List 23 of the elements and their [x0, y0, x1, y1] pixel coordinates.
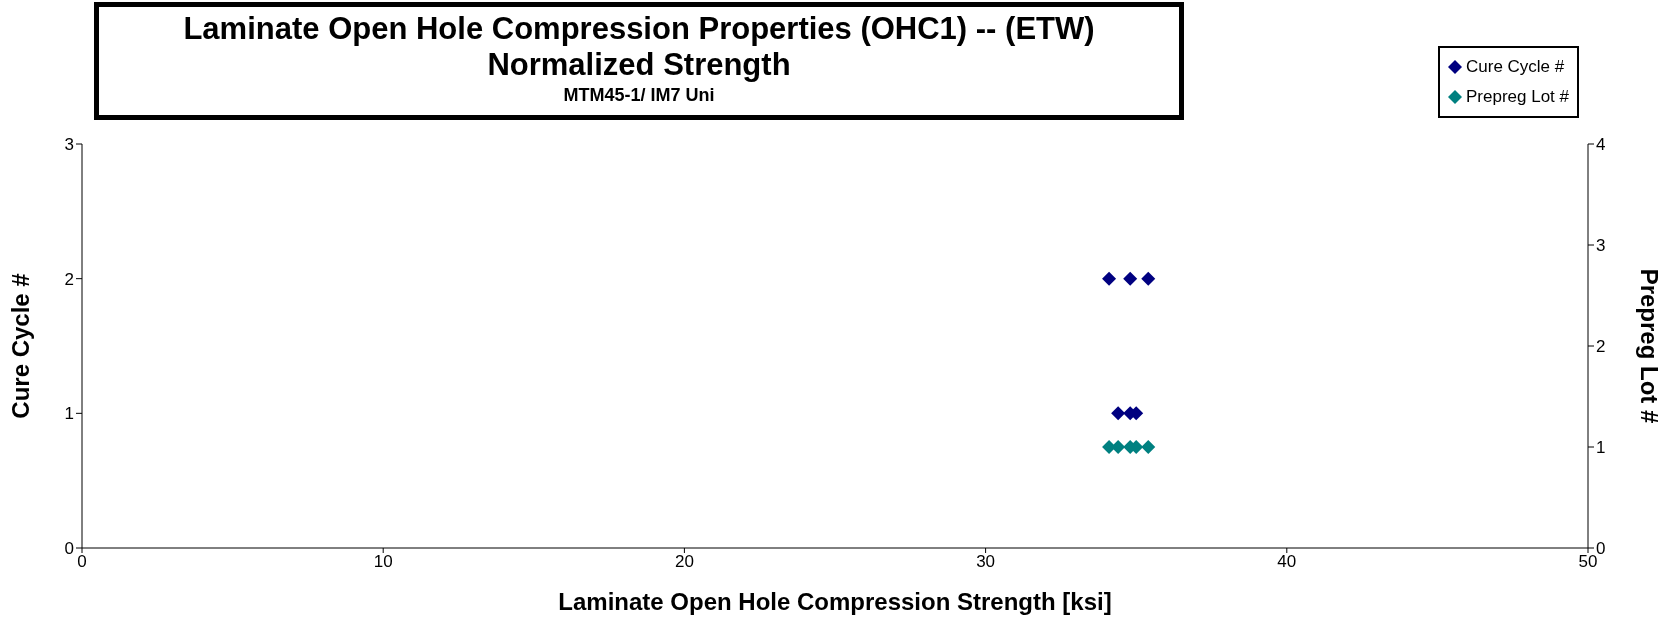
- y-tick-label: 3: [64, 135, 74, 155]
- x-axis-title: Laminate Open Hole Compression Strength [ksi]: [558, 588, 1112, 615]
- y2-axis-title: Prepreg Lot #: [1636, 268, 1664, 424]
- y-axis-title: Cure Cycle #: [6, 273, 34, 419]
- x-tick-label: 10: [373, 552, 393, 572]
- chart-title: Laminate Open Hole Compression Properties (OHC1) -- (ETW): [182, 11, 1096, 47]
- y-tick-label: 0: [64, 539, 74, 559]
- y2-tick-label: 1: [1596, 438, 1606, 458]
- x-tick-label: 30: [976, 552, 996, 572]
- y2-tick-label: 4: [1596, 135, 1606, 155]
- x-tick-label: 50: [1578, 552, 1598, 572]
- x-tick-label: 0: [77, 552, 87, 572]
- legend-label: Prepreg Lot #: [1466, 86, 1570, 108]
- x-tick-label: 20: [674, 552, 694, 572]
- y-tick-label: 2: [64, 269, 74, 289]
- x-tick-label: 40: [1277, 552, 1297, 572]
- legend-label: Cure Cycle #: [1466, 56, 1565, 78]
- text: MTM45-1/ IM7 Uni: [562, 84, 716, 107]
- y2-tick-label: 2: [1596, 337, 1606, 357]
- y2-tick-label: 3: [1596, 236, 1606, 256]
- y-tick-label: 1: [64, 404, 74, 424]
- chart-subtitle: Normalized Strength: [486, 47, 792, 83]
- y2-tick-label: 0: [1596, 539, 1606, 559]
